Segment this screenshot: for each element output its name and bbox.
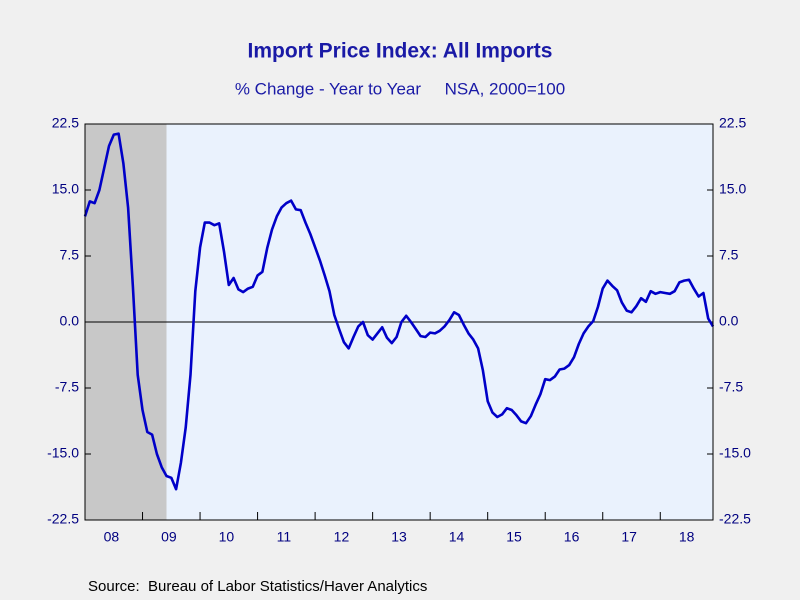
- x-tick-label: 16: [564, 529, 580, 545]
- y2-tick-label: 22.5: [719, 115, 746, 131]
- y-tick-label: -22.5: [47, 511, 79, 527]
- y2-tick-label: -7.5: [719, 379, 743, 395]
- series-line: [83, 132, 715, 491]
- y-tick-label: -7.5: [55, 379, 79, 395]
- source: Source: Bureau of Labor Statistics/Haver…: [88, 578, 427, 595]
- x-tick-label: 10: [219, 529, 235, 545]
- x-tick-label: 11: [277, 529, 292, 545]
- x-tick-label: 08: [104, 529, 120, 545]
- y2-tick-label: 15.0: [719, 181, 746, 197]
- x-tick-label: 09: [161, 529, 177, 545]
- y2-tick-label: -15.0: [719, 445, 751, 461]
- x-tick-label: 15: [506, 529, 522, 545]
- y2-tick-label: 0.0: [719, 313, 739, 329]
- x-tick-label: 17: [621, 529, 637, 545]
- y-tick-label: 0.0: [60, 313, 80, 329]
- chart-subtitle: % Change - Year to Year NSA, 2000=100: [235, 79, 565, 98]
- y2-tick-label: -22.5: [719, 511, 751, 527]
- x-tick-label: 13: [391, 529, 407, 545]
- x-tick-label: 18: [679, 529, 695, 545]
- y-tick-label: -15.0: [47, 445, 79, 461]
- y-tick-label: 22.5: [52, 115, 79, 131]
- y-tick-label: 7.5: [60, 247, 80, 263]
- x-tick-label: 14: [449, 529, 465, 545]
- y2-tick-label: 7.5: [719, 247, 739, 263]
- chart-title: Import Price Index: All Imports: [248, 40, 553, 63]
- plot-border: [84, 123, 714, 521]
- y-tick-label: 15.0: [52, 181, 79, 197]
- x-tick-label: 12: [334, 529, 350, 545]
